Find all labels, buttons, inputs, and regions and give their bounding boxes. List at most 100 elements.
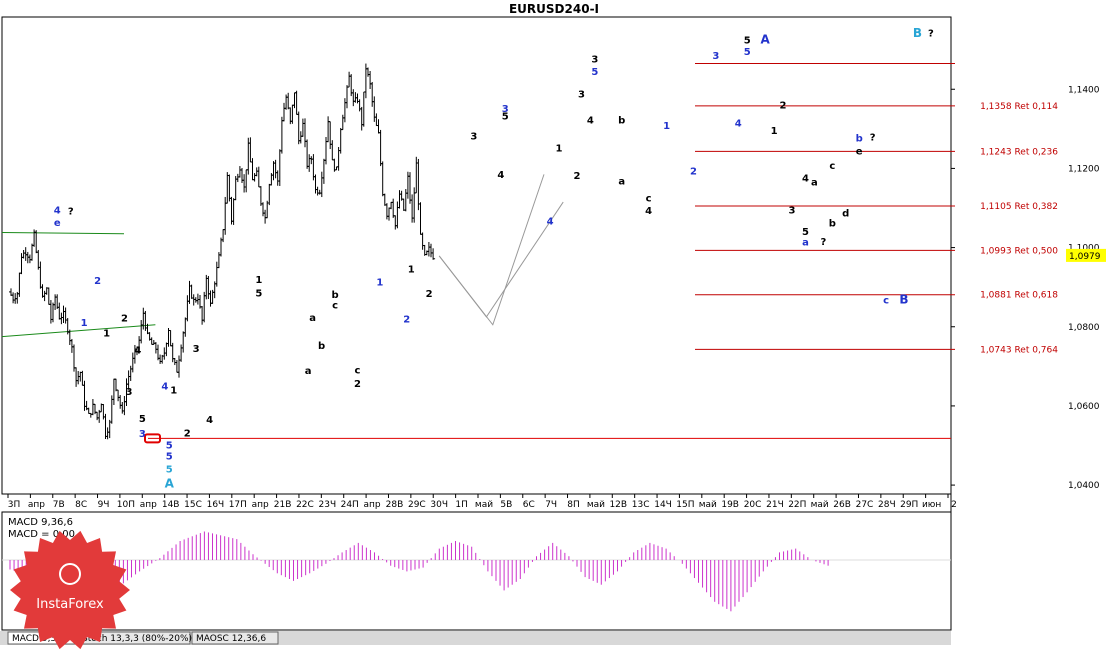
indicator-tab[interactable]: MAOSC 12,36,6 — [191, 631, 279, 645]
instaforex-logo: InstaForex — [10, 530, 130, 650]
support-marker — [144, 433, 161, 444]
price-tick-label: 1,0400 — [1068, 481, 1100, 491]
time-tick-label: 30Ч — [430, 500, 448, 510]
price-bars — [9, 63, 436, 440]
wave-label: 4 — [161, 381, 168, 392]
chart-title: EURUSD240-I — [509, 2, 599, 16]
time-tick-label: 29С — [408, 500, 426, 510]
wave-label: 5 — [139, 414, 146, 425]
time-tick-label: май — [699, 500, 717, 510]
time-tick-label: 13С — [632, 500, 650, 510]
fib-level-label: 1,1105 Ret 0,382 — [980, 202, 1058, 212]
wave-label: 4 — [735, 118, 742, 129]
price-tick-label: 1,1400 — [1068, 85, 1100, 95]
wave-label: 1 — [556, 143, 563, 154]
wave-label: 2 — [94, 276, 101, 287]
wave-label: c — [829, 161, 835, 172]
time-tick-label: 19В — [721, 500, 739, 510]
wave-label: 4 — [587, 116, 594, 127]
wave-label: B — [913, 26, 922, 40]
indicator-tab-label: Stoch 13,3,3 (80%-20%) — [82, 634, 192, 644]
time-tick-label: апр — [364, 500, 381, 510]
wave-label: 3 — [578, 90, 585, 101]
wave-label: a — [305, 366, 312, 377]
time-tick-label: 1П — [455, 500, 468, 510]
wave-label: c — [646, 194, 652, 205]
wave-label: b — [856, 134, 863, 145]
wave-label: 2 — [354, 379, 361, 390]
wave-label: c — [332, 301, 338, 312]
trendline — [1, 324, 156, 338]
time-tick-label: 14Ч — [654, 500, 672, 510]
wave-label: 5 — [166, 440, 173, 451]
time-tick-label: 16Ч — [207, 500, 225, 510]
time-tick-label: 8П — [567, 500, 580, 510]
wave-label: B — [899, 292, 908, 306]
wave-label: 2 — [403, 314, 410, 325]
fib-level-label: 1,1243 Ret 0,236 — [980, 147, 1058, 157]
wave-label: 3 — [139, 429, 146, 440]
time-tick-label: 14В — [162, 500, 180, 510]
wave-label: 1 — [408, 265, 415, 276]
time-tick-label: 10П — [117, 500, 135, 510]
wave-label: 4 — [645, 206, 652, 217]
time-tick-label: 26В — [833, 500, 851, 510]
time-tick-label: 2 — [951, 500, 957, 510]
logo-badge — [10, 530, 130, 650]
wave-label: 2 — [426, 289, 433, 300]
time-tick-label: 28Ч — [878, 500, 896, 510]
wave-label: 2 — [780, 101, 787, 112]
time-tick-label: 23Ч — [319, 500, 337, 510]
fib-level-label: 1,0881 Ret 0,618 — [980, 291, 1058, 301]
time-tick-label: 20С — [744, 500, 762, 510]
price-tick-label: 1,1000 — [1068, 244, 1100, 254]
time-tick-label: 8С — [75, 500, 87, 510]
current-price-box — [1066, 248, 1106, 262]
wave-label: 3 — [712, 51, 719, 62]
time-tick-label: 5В — [500, 500, 512, 510]
time-tick-label: 28В — [386, 500, 404, 510]
time-tick-label: 12В — [609, 500, 627, 510]
wave-label: b — [318, 341, 325, 352]
wave-label: 2 — [121, 314, 128, 325]
wave-label: 5 — [591, 67, 598, 78]
wave-label: a — [309, 313, 316, 324]
wave-label: 1 — [663, 121, 670, 132]
time-tick-label: 6С — [523, 500, 535, 510]
time-tick-label: 3П — [8, 500, 21, 510]
wave-label: 2 — [690, 166, 697, 177]
forecast-path — [438, 201, 564, 318]
time-tick-label: 29П — [900, 500, 918, 510]
wave-label: b — [829, 219, 836, 230]
time-tick-label: апр — [28, 500, 45, 510]
price-tick-label: 1,0600 — [1068, 402, 1100, 412]
wave-label: b — [618, 116, 625, 127]
current-price-label: 1,0979 — [1069, 252, 1101, 262]
wave-label: 3 — [789, 206, 796, 217]
wave-label: 3 — [193, 344, 200, 355]
time-tick-label: 7Ч — [545, 500, 557, 510]
forecast-paths — [438, 174, 564, 326]
fib-level-label: 1,0743 Ret 0,764 — [980, 345, 1058, 355]
wave-label: e — [856, 147, 863, 158]
wave-label: 4 — [547, 217, 554, 228]
wave-label: 1 — [170, 385, 177, 396]
price-tick-label: 1,0800 — [1068, 323, 1100, 333]
wave-label: 3 — [591, 55, 598, 66]
time-tick-label: 22С — [296, 500, 314, 510]
time-tick-label: 9Ч — [98, 500, 110, 510]
time-tick-label: май — [811, 500, 829, 510]
wave-label: a — [802, 238, 809, 249]
time-tick-label: апр — [252, 500, 269, 510]
logo-emblem-icon — [59, 563, 81, 585]
wave-label: ? — [870, 133, 876, 144]
wave-label: c — [354, 365, 360, 376]
price-axis: 1,1400 1,1200 1,1000 1,0800 1,0600 1,0400 1,09… — [951, 85, 1106, 491]
wave-label: 5 — [255, 289, 262, 300]
wave-label: 3 — [470, 132, 477, 143]
time-tick-label: апр — [140, 500, 157, 510]
wave-label: 4 — [54, 206, 61, 217]
